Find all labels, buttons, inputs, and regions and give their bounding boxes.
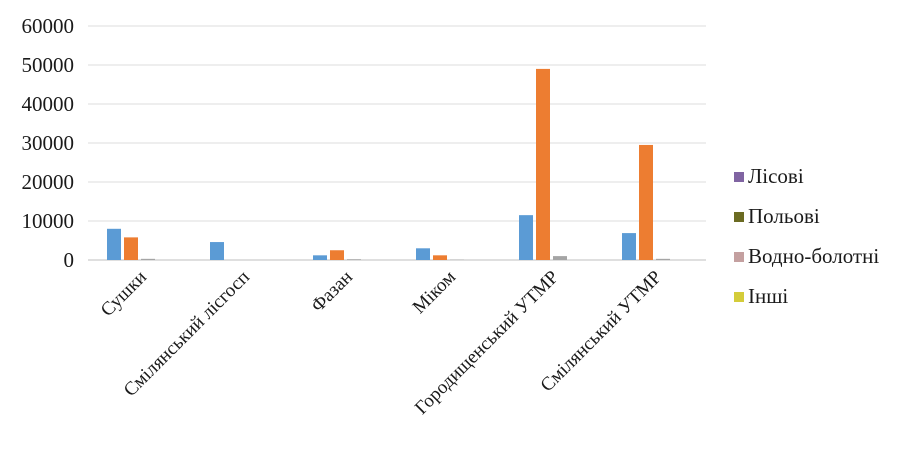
grid-lines [88,25,706,222]
bar-1-cat-6 [622,233,636,260]
y-tick-label: 50000 [22,53,75,77]
bar-2-cat-6 [639,144,653,260]
legend-swatch [734,292,744,302]
legend-label: Інші [748,284,788,308]
legend-label: Лісові [748,164,804,188]
bar-2-cat-1 [124,237,138,260]
x-category-label: Сушки [97,267,151,321]
legend-swatch [734,172,744,182]
bar-1-cat-3 [313,255,327,260]
y-tick-label: 40000 [22,92,75,116]
bar-3-cat-1 [141,258,155,260]
legend-label: Водно-болотні [748,244,879,268]
bar-1-cat-5 [519,215,533,260]
bar-1-cat-1 [107,228,121,260]
y-tick-label: 60000 [22,14,75,38]
bar-1-cat-4 [416,248,430,260]
x-category-label: Міком [409,267,460,318]
legend-swatch [734,212,744,222]
y-axis-ticks: 0 10000 20000 30000 40000 50000 60000 [22,14,75,272]
bar-2-cat-5 [536,68,550,261]
bar-3-cat-5 [553,256,567,260]
y-tick-label: 10000 [22,209,75,233]
y-tick-label: 30000 [22,131,75,155]
bars [107,68,670,261]
legend-label: Польові [748,204,820,228]
legend: Лісові Польові Водно-болотні Інші [734,164,879,308]
bar-3-cat-6 [656,258,670,260]
bar-2-cat-4 [433,255,447,260]
legend-swatch [734,252,744,262]
y-tick-label: 20000 [22,170,75,194]
bar-2-cat-3 [330,250,344,260]
bar-1-cat-2 [210,242,224,260]
y-tick-label: 0 [64,248,75,272]
x-category-label: Фазан [307,267,357,317]
bar-3-cat-3 [347,259,361,260]
